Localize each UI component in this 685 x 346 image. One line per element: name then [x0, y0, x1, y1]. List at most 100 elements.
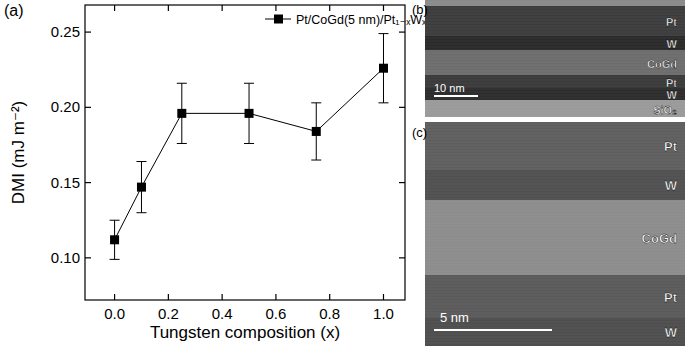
x-tick-top: [222, 5, 223, 11]
texture: [425, 268, 685, 269]
texture: [425, 47, 685, 48]
texture: [425, 223, 685, 224]
texture: [425, 283, 685, 284]
layer-band: [425, 200, 685, 275]
error-bar-cap: [136, 212, 146, 213]
texture: [425, 127, 685, 128]
texture: [425, 160, 685, 161]
x-axis-label: Tungsten composition (x): [150, 323, 340, 342]
y-tick-label: 0.25: [51, 23, 80, 40]
layer-label: Pt: [666, 16, 677, 28]
error-bar: [110, 220, 120, 259]
texture: [425, 343, 685, 344]
texture: [425, 331, 685, 332]
panel-label: (c): [412, 125, 427, 140]
texture: [425, 107, 685, 108]
texture: [425, 62, 685, 63]
x-tick-top: [275, 5, 276, 11]
y-tick-label: 0.10: [51, 249, 80, 266]
texture: [425, 56, 685, 57]
texture: [425, 26, 685, 27]
texture: [425, 205, 685, 206]
texture: [425, 29, 685, 30]
x-tick: [222, 294, 223, 300]
texture: [425, 133, 685, 134]
plot-data: [110, 34, 389, 260]
error-bar-cap: [244, 83, 254, 84]
error-bar-cap: [110, 220, 120, 221]
micrograph: PtWCoGdPtWSiO₂10 nm: [425, 0, 685, 117]
panel-label: (b): [412, 2, 428, 17]
texture: [425, 32, 685, 33]
error-bar-cap: [177, 83, 187, 84]
texture: [425, 145, 685, 146]
legend-label: Pt/CoGd(5 nm)/Pt₁₋ₓWₓ: [296, 13, 427, 27]
texture: [425, 289, 685, 290]
texture: [425, 334, 685, 335]
texture: [425, 95, 685, 96]
texture: [425, 193, 685, 194]
texture: [425, 253, 685, 254]
error-bar-cap: [244, 143, 254, 144]
data-point: [379, 64, 388, 73]
texture: [425, 130, 685, 131]
texture: [425, 142, 685, 143]
texture: [425, 71, 685, 72]
texture: [425, 220, 685, 221]
texture: [425, 44, 685, 45]
error-bar: [136, 162, 146, 213]
error-bar-cap: [311, 160, 321, 161]
texture: [425, 101, 685, 102]
texture: [425, 295, 685, 296]
micrograph: PtWCoGdPtW5 nm: [425, 122, 685, 346]
texture: [425, 35, 685, 36]
texture: [425, 265, 685, 266]
texture: [425, 2, 685, 3]
data-point: [312, 127, 321, 136]
texture: [425, 202, 685, 203]
texture: [425, 184, 685, 185]
error-bar-cap: [136, 161, 146, 162]
texture: [425, 163, 685, 164]
texture: [425, 20, 685, 21]
texture: [425, 169, 685, 170]
texture: [425, 280, 685, 281]
texture: [425, 187, 685, 188]
layer-label: SiO₂: [653, 104, 677, 116]
figure: (a)0.00.20.40.60.81.00.100.150.200.25Tun…: [0, 0, 685, 346]
texture: [425, 172, 685, 173]
layer-label: W: [665, 178, 678, 193]
texture: [425, 68, 685, 69]
texture: [425, 292, 685, 293]
layer-band: [425, 36, 685, 50]
y-tick: [85, 31, 91, 32]
x-tick-label: 0.8: [319, 305, 340, 322]
x-tick-label: 0.6: [265, 305, 286, 322]
scale-bar-label: 10 nm: [434, 82, 465, 94]
y-tick-label: 0.20: [51, 98, 80, 115]
scale-bar: [434, 95, 478, 97]
texture: [425, 301, 685, 302]
texture: [425, 307, 685, 308]
error-bar-cap: [177, 143, 187, 144]
data-point: [177, 109, 186, 118]
x-tick-label: 0.0: [104, 305, 125, 322]
texture: [425, 181, 685, 182]
x-tick-top: [114, 5, 115, 11]
layer-label: W: [667, 89, 678, 101]
texture: [425, 98, 685, 99]
y-tick-label: 0.15: [51, 174, 80, 191]
x-tick: [383, 294, 384, 300]
scale-bar: [434, 329, 552, 331]
texture: [425, 136, 685, 137]
texture: [425, 247, 685, 248]
figure-svg: (a)0.00.20.40.60.81.00.100.150.200.25Tun…: [0, 0, 685, 346]
x-tick-label: 1.0: [373, 305, 394, 322]
data-point: [137, 183, 146, 192]
texture: [425, 304, 685, 305]
layer-label: CoGd: [642, 231, 677, 246]
error-bar: [311, 103, 321, 160]
error-bar: [244, 83, 254, 143]
x-tick: [114, 294, 115, 300]
x-tick: [168, 294, 169, 300]
